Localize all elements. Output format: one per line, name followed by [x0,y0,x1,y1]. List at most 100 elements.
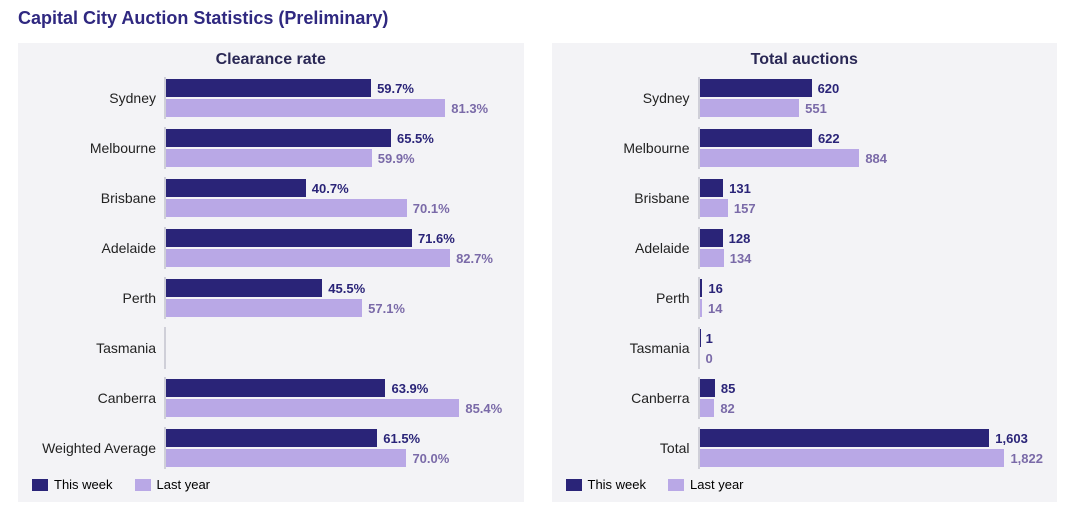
bar-value-last_year: 884 [865,151,887,166]
row-bars: 40.7%70.1% [164,177,510,219]
bar-value-last_year: 82 [720,401,734,416]
bar-last_year [166,199,407,217]
bar-value-last_year: 82.7% [456,251,493,266]
bar-line-this_week: 1 [700,329,1044,347]
bar-last_year [166,99,445,117]
chart-rows: Sydney620551Melbourne622884Brisbane13115… [566,77,1044,469]
bar-value-this_week: 59.7% [377,81,414,96]
row-bars: 45.5%57.1% [164,277,510,319]
bar-line-this_week: 61.5% [166,429,510,447]
bar-this_week [700,279,703,297]
bar-value-last_year: 1,822 [1010,451,1043,466]
chart-row: Sydney59.7%81.3% [32,77,510,119]
bar-line-this_week: 71.6% [166,229,510,247]
bar-value-this_week: 1 [706,331,713,346]
bar-last_year [166,399,459,417]
legend-label: This week [54,477,113,492]
chart-row: Perth1614 [566,277,1044,319]
panel-total-auctions: Total auctions Sydney620551Melbourne6228… [552,43,1058,502]
legend-item-last-year: Last year [668,477,743,492]
bar-line-last_year [166,349,510,367]
bar-last_year [700,399,715,417]
row-label: Tasmania [32,340,164,356]
bar-value-this_week: 63.9% [391,381,428,396]
bar-line-last_year: 57.1% [166,299,510,317]
bar-this_week [166,129,391,147]
bar-value-this_week: 128 [729,231,751,246]
chart-row: Melbourne622884 [566,127,1044,169]
chart-row: Perth45.5%57.1% [32,277,510,319]
bar-line-this_week: 85 [700,379,1044,397]
chart-title: Total auctions [566,51,1044,69]
bar-line-last_year: 82.7% [166,249,510,267]
bar-value-last_year: 157 [734,201,756,216]
bar-last_year [166,449,406,467]
bar-value-last_year: 70.0% [412,451,449,466]
chart-row: Total1,6031,822 [566,427,1044,469]
bar-this_week [166,279,322,297]
legend-label: Last year [157,477,210,492]
bar-value-last_year: 70.1% [413,201,450,216]
bar-value-last_year: 81.3% [451,101,488,116]
bar-line-this_week: 131 [700,179,1044,197]
bar-last_year [700,449,1005,467]
legend-item-this-week: This week [32,477,113,492]
bar-value-last_year: 85.4% [465,401,502,416]
row-bars: 10 [698,327,1044,369]
row-label: Adelaide [566,240,698,256]
bar-line-this_week: 128 [700,229,1044,247]
bar-line-this_week: 16 [700,279,1044,297]
bar-value-this_week: 61.5% [383,431,420,446]
bar-value-this_week: 1,603 [995,431,1028,446]
bar-value-this_week: 622 [818,131,840,146]
chart-row: Sydney620551 [566,77,1044,119]
row-bars: 131157 [698,177,1044,219]
bar-this_week [166,179,306,197]
bar-line-last_year: 59.9% [166,149,510,167]
chart-row: Adelaide 128 134 [566,227,1044,269]
bar-value-last_year: 57.1% [368,301,405,316]
chart-row: Tasmania10 [566,327,1044,369]
bar-last_year [700,99,800,117]
bar-this_week [166,429,377,447]
bar-line-last_year: 884 [700,149,1044,167]
row-bars: 59.7% 81.3% [164,77,510,119]
row-label: Tasmania [566,340,698,356]
panel-clearance-rate: Clearance rate Sydney59.7%81.3%Melbourne… [18,43,524,502]
legend-item-last-year: Last year [135,477,210,492]
chart-row: Brisbane40.7%70.1% [32,177,510,219]
swatch-this-week [566,479,582,491]
row-label: Adelaide [32,240,164,256]
row-label: Weighted Average [32,440,164,456]
legend: This week Last year [566,477,1044,492]
charts-container: Clearance rate Sydney59.7%81.3%Melbourne… [18,43,1057,502]
bar-this_week [700,229,723,247]
row-label: Canberra [32,390,164,406]
chart-row: Adelaide71.6%82.7% [32,227,510,269]
bar-this_week [166,379,385,397]
bar-line-last_year: 1,822 [700,449,1044,467]
row-label: Sydney [566,90,698,106]
chart-row: Weighted Average 61.5% 70.0% [32,427,510,469]
row-bars [164,327,510,369]
legend-item-this-week: This week [566,477,647,492]
bar-last_year [700,249,724,267]
bar-value-this_week: 71.6% [418,231,455,246]
row-bars: 620551 [698,77,1044,119]
bar-this_week [700,129,812,147]
chart-row: Brisbane131157 [566,177,1044,219]
bar-last_year [700,149,860,167]
page-title: Capital City Auction Statistics (Prelimi… [18,8,1057,29]
row-bars: 63.9% 85.4% [164,377,510,419]
bar-line-this_week: 620 [700,79,1044,97]
bar-line-last_year: 85.4% [166,399,510,417]
bar-line-last_year: 82 [700,399,1044,417]
bar-value-last_year: 14 [708,301,722,316]
bar-line-last_year: 70.1% [166,199,510,217]
bar-this_week [166,79,371,97]
bar-line-last_year: 134 [700,249,1044,267]
swatch-last-year [668,479,684,491]
bar-line-this_week: 1,603 [700,429,1044,447]
row-bars: 71.6%82.7% [164,227,510,269]
bar-last_year [166,149,372,167]
